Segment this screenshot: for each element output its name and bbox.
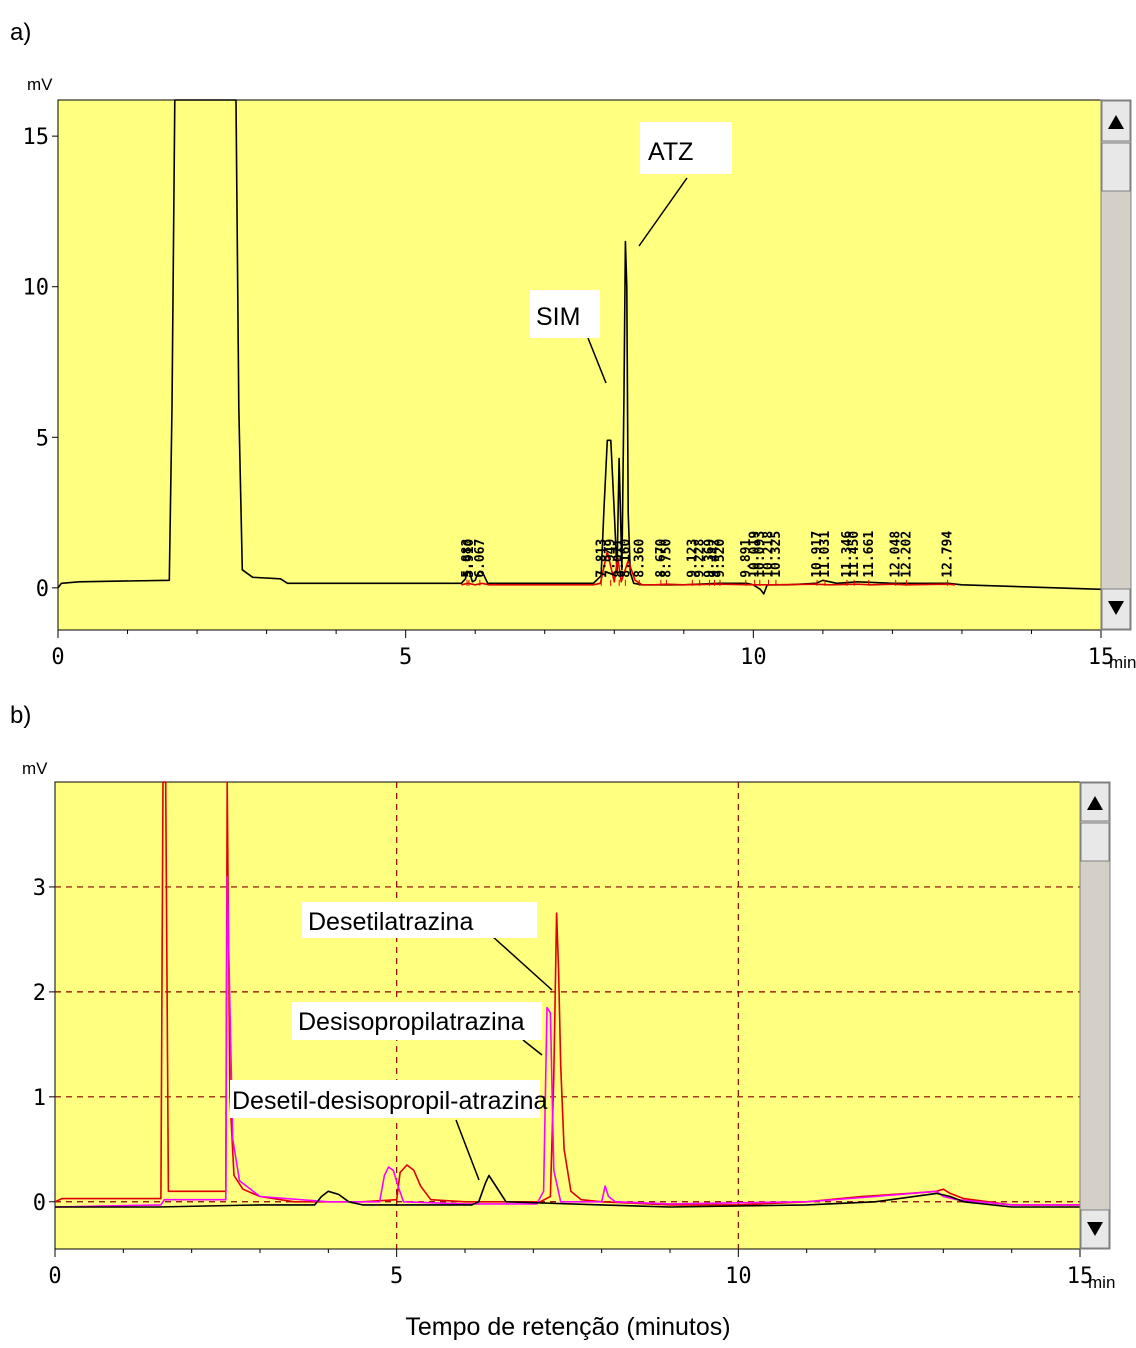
scroll-down-arrow-icon xyxy=(1087,1222,1103,1236)
peak-label: 8.160 xyxy=(618,538,633,577)
panel-a-x-unit: min xyxy=(1109,653,1136,672)
atz-callout: ATZ xyxy=(648,138,693,166)
desetil-desisopropil-atrazina-callout: Desetil-desisopropil-atrazina xyxy=(232,1087,548,1115)
peak-label: 10.093 xyxy=(753,531,768,578)
x-tick-label: 0 xyxy=(51,645,64,670)
x-tick-label: 15 xyxy=(1088,645,1115,670)
scroll-up-arrow-icon xyxy=(1108,115,1124,129)
desisopropilatrazina-callout-box xyxy=(292,1002,542,1040)
peak-label: 7.949 xyxy=(604,539,619,578)
y-tick-label: 3 xyxy=(33,876,46,901)
peak-label: 8.071 xyxy=(612,538,627,577)
peak-label: 12.048 xyxy=(889,531,904,578)
y-tick-label: 5 xyxy=(36,426,49,451)
sim-callout-box xyxy=(530,290,600,338)
panel-b-x-unit: min xyxy=(1088,1273,1115,1292)
x-tick-label: 5 xyxy=(399,645,412,670)
peak-label: 10.019 xyxy=(748,531,763,578)
series-line-magenta xyxy=(54,875,1080,1208)
peak-label: 6.067 xyxy=(473,539,488,578)
peak-label: 11.031 xyxy=(818,531,833,578)
peak-label: 9.891 xyxy=(739,538,754,577)
peak-label: 11.346 xyxy=(840,531,855,578)
peak-label: 10.325 xyxy=(769,531,784,578)
scroll-up-arrow-icon xyxy=(1087,796,1103,810)
peak-label: 9.520 xyxy=(713,538,728,577)
peak-label: 9.442 xyxy=(708,539,723,578)
series-line-red xyxy=(54,781,1080,1206)
panel-b-y-unit: mV xyxy=(22,759,48,778)
panel-b-scroll-thumb[interactable] xyxy=(1080,822,1110,862)
sim-leader-line xyxy=(587,337,607,384)
panel-b-scroll-down-button[interactable] xyxy=(1080,1209,1110,1249)
sim-callout: SIM xyxy=(536,303,580,331)
x-tick-label: 0 xyxy=(48,1264,61,1289)
panel-a-scrollbar[interactable] xyxy=(1100,99,1132,631)
scroll-down-arrow-icon xyxy=(1108,601,1124,615)
peak-label: 8.670 xyxy=(654,538,669,577)
desetilatrazina-leader-line xyxy=(491,935,553,991)
panel-a-label: a) xyxy=(10,19,31,46)
panel-b-label: b) xyxy=(10,702,31,729)
peak-label: 5.910 xyxy=(462,538,477,577)
peak-label: 9.228 xyxy=(693,538,708,577)
peak-label: 9.369 xyxy=(703,539,718,578)
atz-leader-line xyxy=(638,177,688,247)
panel-b-plot-area xyxy=(54,781,1081,1250)
y-tick-label: 2 xyxy=(33,981,46,1006)
panel-b-chart: 0 1 2 3 0 5 10 15 Desetilatrazina Desisopropil… xyxy=(33,781,1111,1289)
series-line-black xyxy=(57,99,1102,595)
peak-label: 9.123 xyxy=(685,539,700,578)
desisopropilatrazina-leader-line xyxy=(522,1039,543,1056)
desetil-desisopropil-atrazina-leader-line xyxy=(455,1119,480,1181)
peak-label: 12.794 xyxy=(941,531,956,578)
peak-label: 7.813 xyxy=(594,539,609,578)
x-tick-label: 10 xyxy=(740,645,767,670)
x-tick-label: 15 xyxy=(1067,1264,1094,1289)
peak-label: 8.750 xyxy=(659,538,674,577)
y-tick-label: 0 xyxy=(36,577,49,602)
panel-a-y-unit: mV xyxy=(27,75,53,94)
panel-a-plot-area xyxy=(57,99,1102,631)
x-tick-label: 10 xyxy=(725,1264,752,1289)
peak-label: 12.202 xyxy=(899,531,914,578)
y-tick-label: 1 xyxy=(33,1086,46,1111)
atz-callout-box xyxy=(640,122,732,174)
series-line-black xyxy=(55,1174,1080,1208)
peak-label: 11.661 xyxy=(862,531,877,578)
peak-label: 8.360 xyxy=(632,538,647,577)
x-tick-label: 5 xyxy=(390,1264,403,1289)
peak-label: 10.218 xyxy=(762,531,777,578)
peak-label: 11.450 xyxy=(847,531,862,578)
panel-b-scrollbar[interactable] xyxy=(1079,781,1111,1250)
peak-label: 10.917 xyxy=(810,531,825,578)
y-tick-label: 15 xyxy=(23,125,50,150)
y-tick-label: 0 xyxy=(33,1191,46,1216)
panel-a-scroll-thumb[interactable] xyxy=(1101,142,1131,192)
desetil-desisopropil-atrazina-callout-box xyxy=(230,1080,540,1118)
peak-label: 5.883 xyxy=(460,539,475,578)
series-line-red xyxy=(461,550,956,586)
y-tick-label: 10 xyxy=(23,276,50,301)
desetilatrazina-callout: Desetilatrazina xyxy=(308,908,473,936)
desetilatrazina-callout-box xyxy=(302,902,537,938)
x-axis-title: Tempo de retenção (minutos) xyxy=(405,1313,730,1341)
desisopropilatrazina-callout: Desisopropilatrazina xyxy=(298,1008,525,1036)
